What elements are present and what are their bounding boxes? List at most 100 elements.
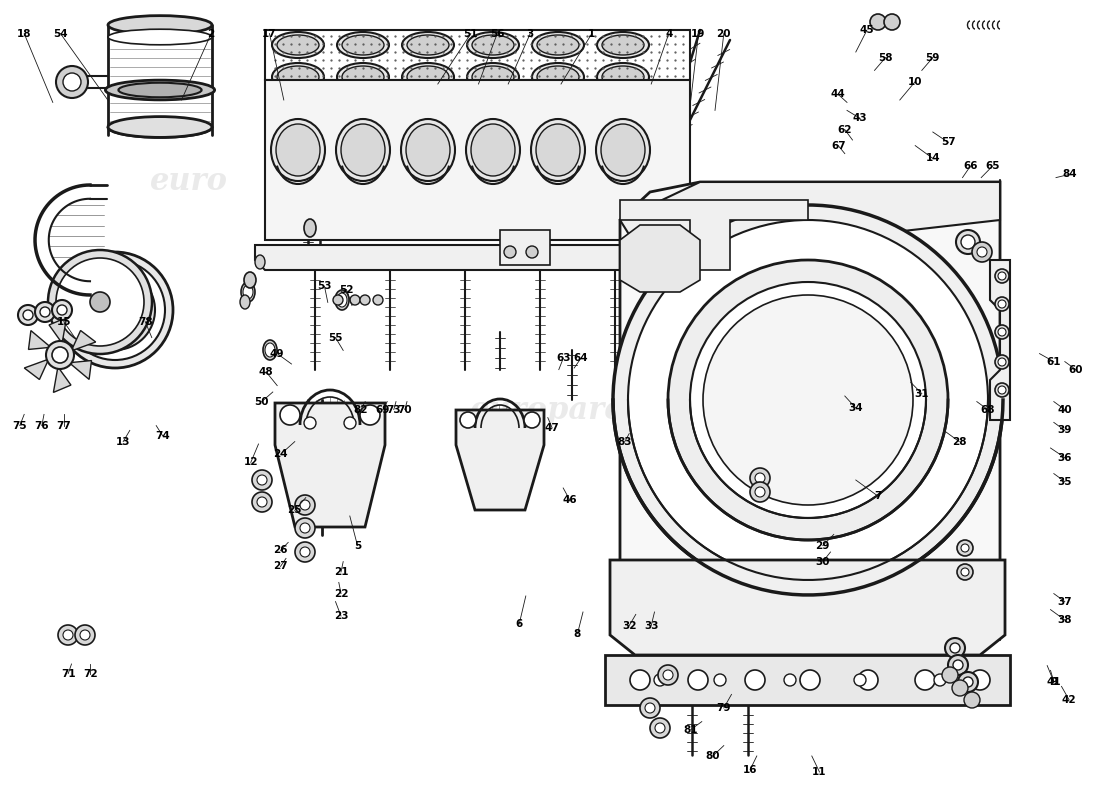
- Polygon shape: [610, 560, 1005, 655]
- Text: 78: 78: [138, 317, 153, 326]
- Circle shape: [784, 674, 796, 686]
- Circle shape: [800, 670, 820, 690]
- Ellipse shape: [472, 35, 514, 55]
- Circle shape: [645, 703, 654, 713]
- Circle shape: [300, 500, 310, 510]
- Text: 45: 45: [859, 26, 874, 35]
- Text: 61: 61: [1046, 357, 1062, 366]
- Bar: [500, 230, 550, 265]
- Ellipse shape: [108, 29, 212, 45]
- Circle shape: [57, 305, 67, 315]
- Polygon shape: [275, 403, 385, 527]
- Circle shape: [972, 242, 992, 262]
- Circle shape: [970, 670, 990, 690]
- Ellipse shape: [596, 119, 650, 181]
- Circle shape: [48, 250, 152, 354]
- Circle shape: [658, 665, 678, 685]
- Circle shape: [35, 302, 55, 322]
- Polygon shape: [265, 30, 690, 80]
- Text: 51: 51: [463, 29, 478, 38]
- Text: 25: 25: [287, 506, 303, 515]
- Text: 72: 72: [82, 669, 98, 678]
- Circle shape: [958, 672, 978, 692]
- Circle shape: [998, 300, 1006, 308]
- Ellipse shape: [532, 32, 584, 58]
- Ellipse shape: [336, 290, 349, 310]
- Circle shape: [40, 307, 49, 317]
- Text: 70: 70: [397, 405, 412, 414]
- Circle shape: [957, 564, 974, 580]
- Text: 68: 68: [980, 405, 996, 414]
- Circle shape: [950, 643, 960, 653]
- Circle shape: [956, 230, 980, 254]
- Text: 2: 2: [208, 29, 214, 38]
- Text: euro: euro: [150, 166, 228, 198]
- Ellipse shape: [276, 124, 320, 176]
- Circle shape: [755, 473, 764, 483]
- Polygon shape: [24, 359, 48, 379]
- Circle shape: [962, 677, 974, 687]
- Circle shape: [63, 630, 73, 640]
- Text: 24: 24: [273, 450, 288, 459]
- Circle shape: [82, 278, 147, 342]
- Ellipse shape: [337, 63, 389, 91]
- Text: 57: 57: [940, 138, 956, 147]
- Circle shape: [373, 295, 383, 305]
- Ellipse shape: [337, 32, 389, 58]
- Text: 17: 17: [262, 29, 277, 38]
- Circle shape: [998, 358, 1006, 366]
- Circle shape: [996, 355, 1009, 369]
- Text: 23: 23: [333, 611, 349, 621]
- Text: 15: 15: [56, 317, 72, 326]
- Circle shape: [654, 723, 666, 733]
- Text: 54: 54: [53, 29, 68, 38]
- Circle shape: [996, 269, 1009, 283]
- Polygon shape: [605, 655, 1010, 705]
- Circle shape: [957, 540, 974, 556]
- Text: 71: 71: [60, 669, 76, 678]
- Text: europares: europares: [470, 394, 641, 426]
- Circle shape: [977, 247, 987, 257]
- Ellipse shape: [342, 66, 384, 88]
- Text: 14: 14: [925, 154, 940, 163]
- Circle shape: [750, 482, 770, 502]
- Polygon shape: [620, 200, 808, 270]
- Text: 73: 73: [386, 405, 402, 414]
- Text: 56: 56: [490, 29, 505, 38]
- Circle shape: [870, 14, 886, 30]
- Text: 11: 11: [812, 767, 827, 777]
- Circle shape: [961, 568, 969, 576]
- Ellipse shape: [106, 80, 214, 100]
- Text: 64: 64: [573, 354, 588, 363]
- Ellipse shape: [531, 119, 585, 181]
- Text: 65: 65: [984, 162, 1000, 171]
- Ellipse shape: [407, 35, 449, 55]
- Text: 3: 3: [527, 29, 534, 38]
- Circle shape: [350, 295, 360, 305]
- Ellipse shape: [601, 124, 645, 176]
- Circle shape: [961, 544, 969, 552]
- Text: 79: 79: [716, 703, 732, 713]
- Circle shape: [18, 305, 38, 325]
- Ellipse shape: [255, 255, 265, 269]
- Circle shape: [998, 328, 1006, 336]
- Circle shape: [858, 670, 878, 690]
- Circle shape: [90, 292, 110, 312]
- Circle shape: [295, 518, 315, 538]
- Text: 4: 4: [666, 29, 672, 38]
- Circle shape: [75, 270, 155, 350]
- Circle shape: [52, 300, 72, 320]
- Circle shape: [46, 341, 74, 369]
- Circle shape: [964, 692, 980, 708]
- Circle shape: [668, 260, 948, 540]
- Ellipse shape: [532, 63, 584, 91]
- Text: 52: 52: [339, 285, 354, 294]
- Ellipse shape: [466, 119, 520, 181]
- Polygon shape: [620, 225, 700, 292]
- Polygon shape: [29, 330, 51, 350]
- Circle shape: [80, 630, 90, 640]
- Text: 13: 13: [116, 437, 131, 446]
- Circle shape: [640, 698, 660, 718]
- Ellipse shape: [277, 66, 319, 88]
- Text: 84: 84: [1062, 170, 1077, 179]
